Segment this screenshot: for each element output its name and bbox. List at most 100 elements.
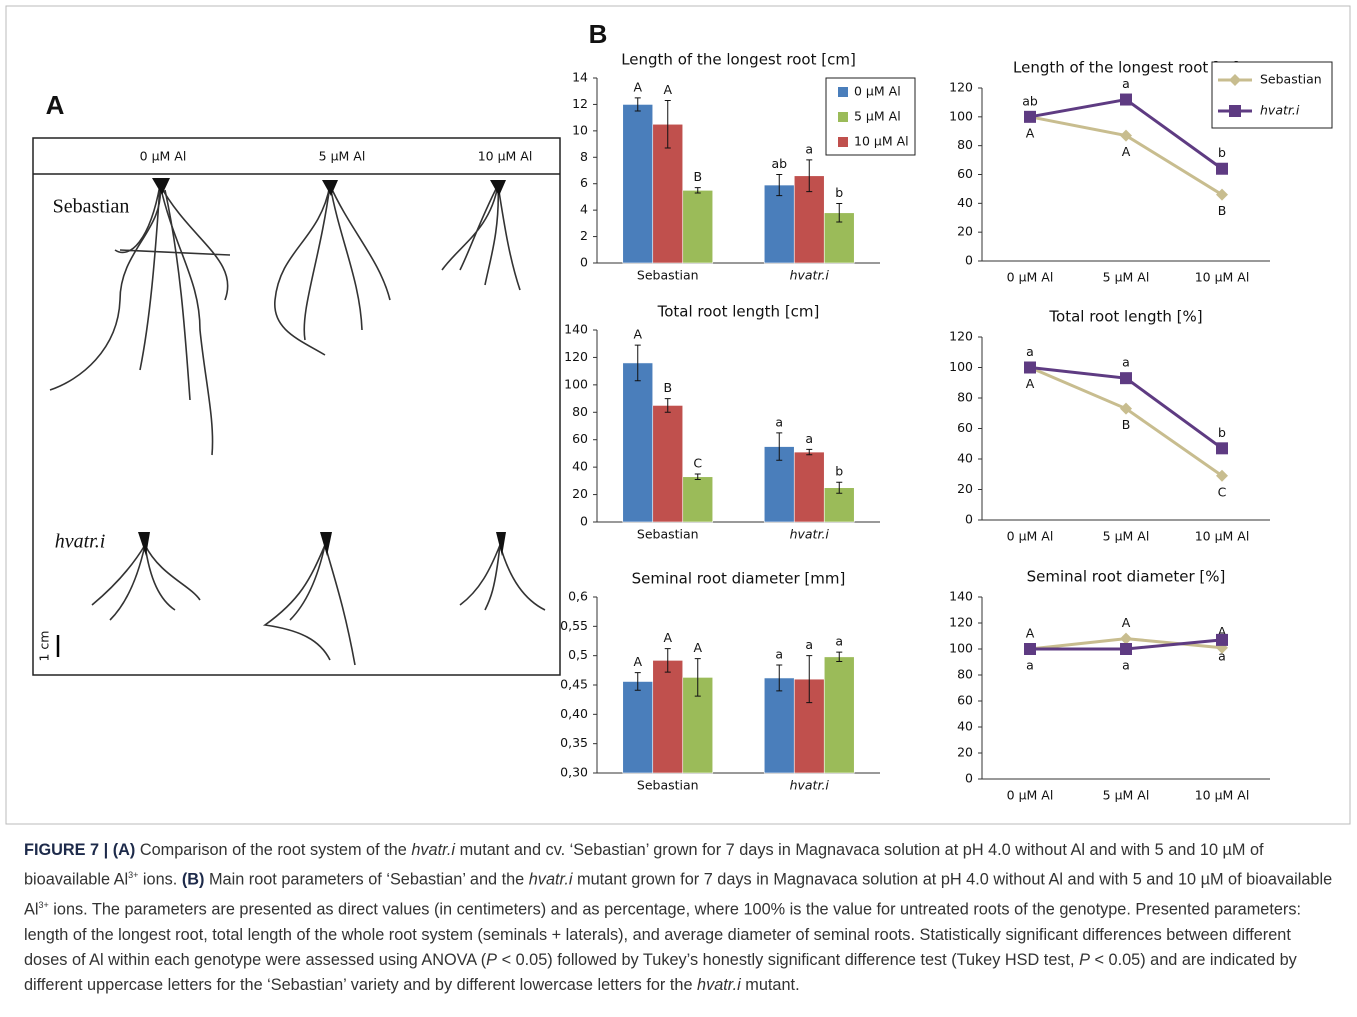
column-label: 10 µM Al <box>478 149 533 164</box>
significance-letter: a <box>1122 355 1130 370</box>
x-tick-label: 5 µM Al <box>1103 788 1150 803</box>
x-tick-label: 0 µM Al <box>1007 270 1054 285</box>
y-tick-label: 100 <box>949 641 973 656</box>
caption-run: hvatr.i <box>411 841 456 859</box>
error-bar <box>836 651 843 663</box>
y-tick-label: 120 <box>564 349 588 364</box>
significance-letter: A <box>663 630 672 645</box>
significance-letter: ab <box>1022 93 1038 108</box>
y-tick-label: 20 <box>957 745 973 760</box>
significance-letter: A <box>1026 626 1035 641</box>
significance-letter: A <box>1026 376 1035 391</box>
significance-letter: b <box>1218 145 1226 160</box>
significance-letter: ab <box>771 156 787 171</box>
error-bar <box>776 432 783 461</box>
y-tick-label: 0,35 <box>560 735 588 750</box>
y-tick-label: 140 <box>564 322 588 337</box>
error-bar <box>776 664 783 692</box>
caption-run: ions. <box>138 870 182 889</box>
point <box>1216 188 1228 201</box>
significance-letter: a <box>775 414 783 429</box>
error-bar <box>806 159 813 193</box>
x-tick-label: 0 µM Al <box>1007 788 1054 803</box>
y-tick-label: 0,5 <box>568 647 588 662</box>
bar <box>763 184 795 264</box>
caption-run: 3+ <box>128 870 139 881</box>
caption-run: < 0.05) and are indicated by different u… <box>24 951 1297 995</box>
significance-letter: b <box>1218 425 1226 440</box>
significance-letter: A <box>633 79 642 94</box>
bar <box>763 677 795 774</box>
error-bar <box>836 481 843 494</box>
legend-label: 10 µM Al <box>854 134 909 149</box>
y-tick-label: 6 <box>580 175 588 190</box>
caption-run: P <box>486 951 498 970</box>
x-tick-label: hvatr.i <box>790 527 830 542</box>
legend-label: hvatr.i <box>1260 103 1300 118</box>
caption-run: 3+ <box>38 900 49 911</box>
x-tick-label: Sebastian <box>637 778 699 793</box>
point <box>1120 643 1132 655</box>
significance-letter: a <box>805 431 813 446</box>
row-label: Sebastian <box>53 196 130 218</box>
y-tick-label: 0 <box>580 514 588 529</box>
significance-letter: B <box>1218 203 1227 218</box>
error-bar <box>776 173 783 197</box>
x-tick-label: hvatr.i <box>790 268 830 283</box>
y-tick-label: 120 <box>949 329 973 344</box>
error-bar <box>664 398 671 413</box>
y-tick-label: 100 <box>949 359 973 374</box>
chart-title: Seminal root diameter [mm] <box>632 570 846 588</box>
point <box>1120 93 1132 106</box>
legend-marker <box>1229 105 1241 117</box>
chart-title: Total root length [%] <box>1048 308 1202 326</box>
caption-run: hvatr.i <box>528 870 573 889</box>
significance-letter: B <box>1122 417 1131 432</box>
y-tick-label: 0 <box>580 255 588 270</box>
significance-letter: A <box>1122 615 1131 630</box>
point <box>1216 162 1228 175</box>
bar <box>652 660 684 774</box>
y-tick-label: 80 <box>957 390 973 405</box>
y-tick-label: 10 <box>572 122 588 137</box>
significance-letter: a <box>775 647 783 662</box>
panel-label: A <box>46 90 65 120</box>
panel-label: B <box>589 19 608 49</box>
chart-title: Length of the longest root [%] <box>1013 59 1239 77</box>
significance-letter: A <box>633 654 642 669</box>
legend-swatch <box>838 87 848 97</box>
legend-marker <box>1229 74 1241 86</box>
column-label: 0 µM Al <box>140 149 187 164</box>
bar <box>622 362 654 523</box>
significance-letter: A <box>1026 125 1035 140</box>
error-bar <box>634 97 641 112</box>
y-tick-label: 8 <box>580 149 588 164</box>
x-tick-label: 0 µM Al <box>1007 529 1054 544</box>
significance-letter: A <box>1122 144 1131 159</box>
point <box>1120 402 1132 415</box>
y-tick-label: 60 <box>572 431 588 446</box>
significance-letter: a <box>1026 658 1034 673</box>
caption-run: hvatr.i <box>697 976 741 995</box>
point <box>1216 442 1228 455</box>
y-tick-label: 80 <box>572 404 588 419</box>
significance-letter: B <box>693 169 702 184</box>
error-bar <box>634 672 641 691</box>
point <box>1024 361 1036 374</box>
chart-title: Length of the longest root [cm] <box>621 51 856 69</box>
y-tick-label: 0,6 <box>568 589 588 604</box>
y-tick-label: 80 <box>957 667 973 682</box>
caption-run: FIGURE 7 | (A) <box>24 841 136 859</box>
caption-run: mutant and cv. ‘Sebastian’ grown for 7 d… <box>24 841 1264 889</box>
bar <box>823 656 855 774</box>
x-tick-label: Sebastian <box>637 527 699 542</box>
significance-letter: b <box>835 185 843 200</box>
chart-title: Seminal root diameter [%] <box>1027 568 1226 586</box>
y-tick-label: 12 <box>572 96 588 111</box>
caption-run: Comparison of the root system of the <box>135 841 412 859</box>
point <box>1216 633 1228 646</box>
caption-run: mutant. <box>740 976 800 995</box>
x-tick-label: hvatr.i <box>790 778 830 793</box>
y-tick-label: 4 <box>580 202 588 217</box>
